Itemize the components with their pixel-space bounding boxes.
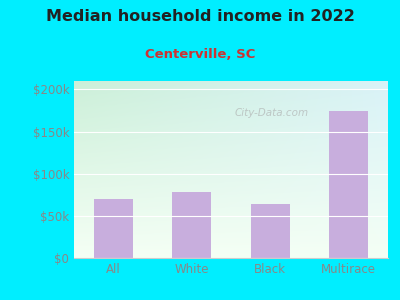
Bar [329, 110, 368, 258]
Bar [172, 192, 211, 258]
Bar [94, 199, 133, 258]
Text: Median household income in 2022: Median household income in 2022 [46, 9, 354, 24]
Bar [251, 204, 290, 258]
Text: Centerville, SC: Centerville, SC [145, 48, 255, 61]
Text: City-Data.com: City-Data.com [235, 108, 309, 118]
